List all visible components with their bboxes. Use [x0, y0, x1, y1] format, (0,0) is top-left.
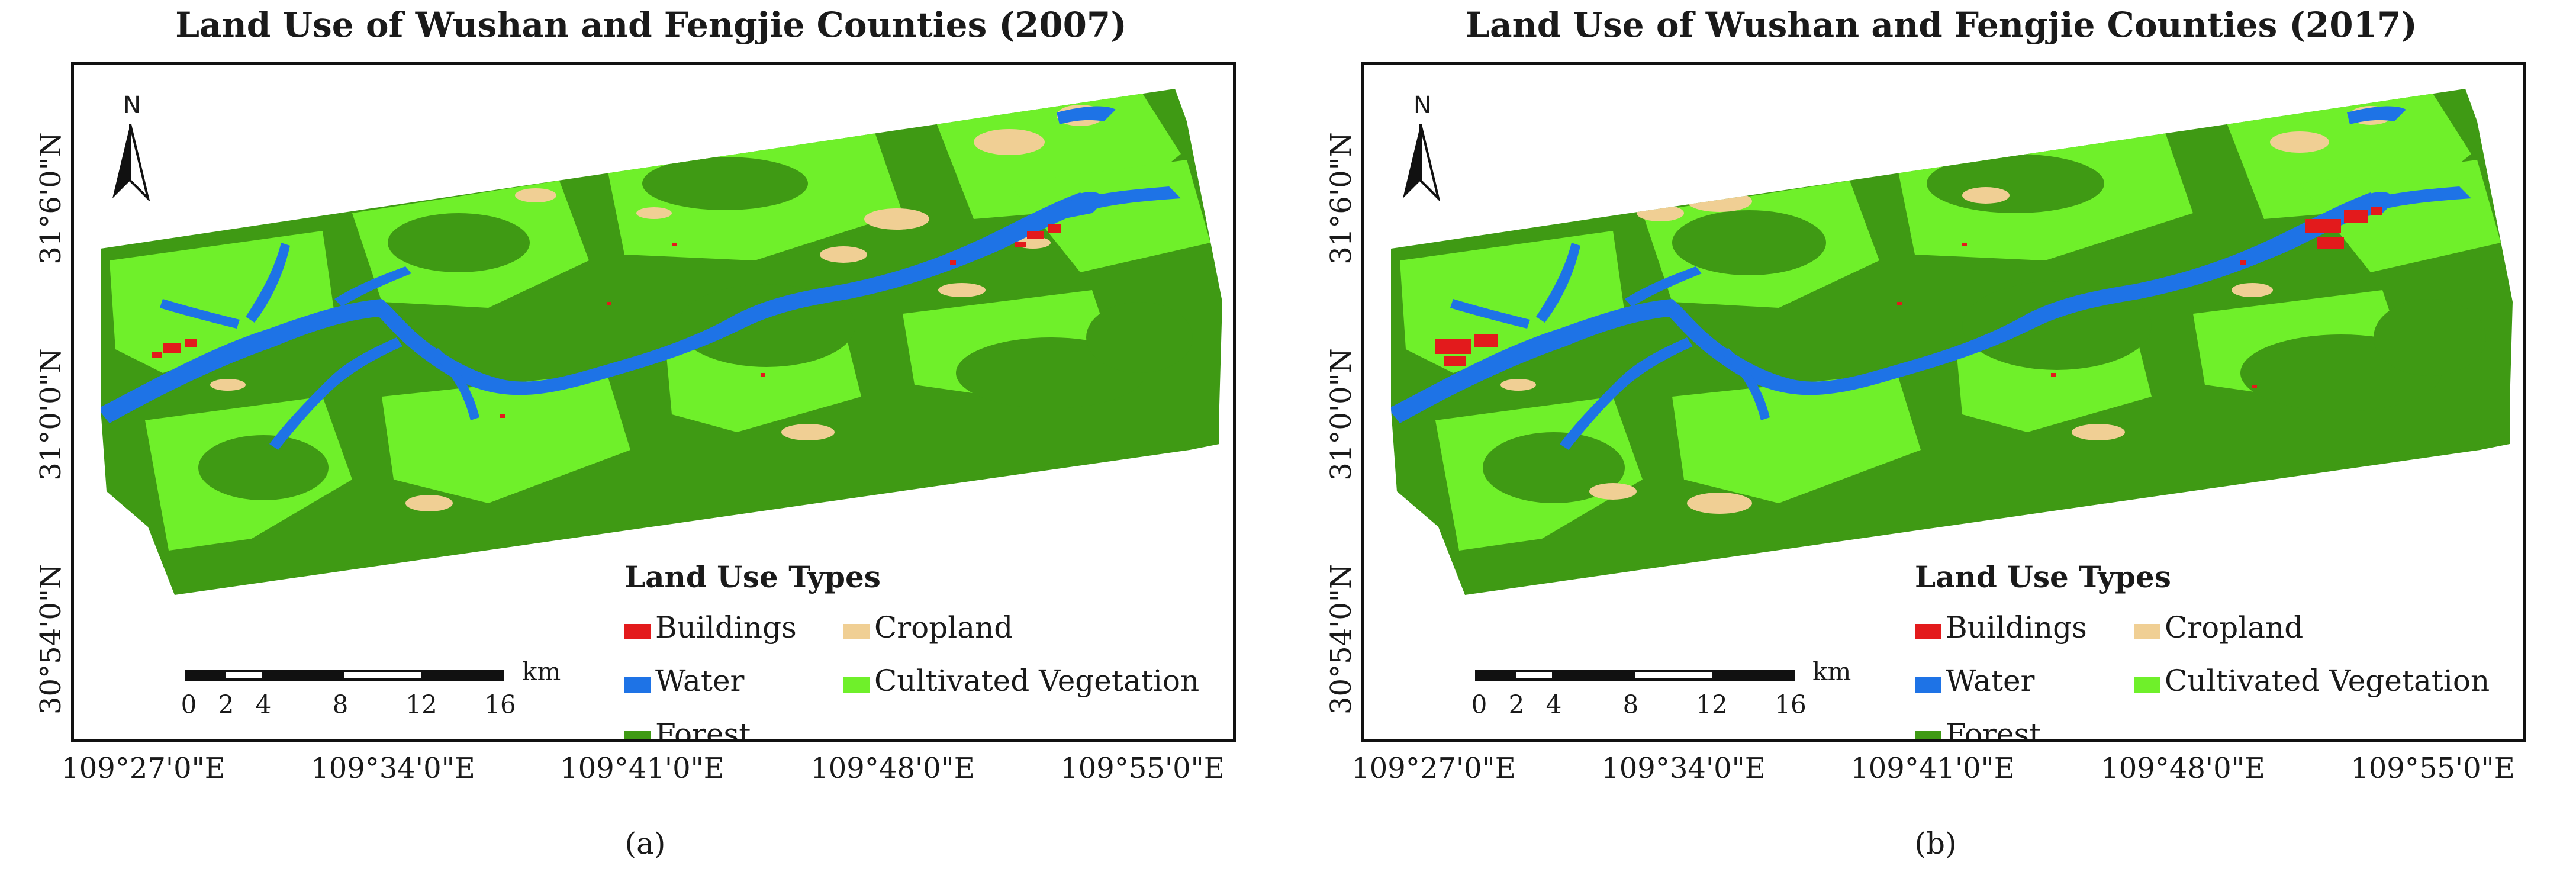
legend-label: Buildings [655, 610, 797, 645]
forest-swatch [1915, 731, 1941, 739]
legend-label: Water [1946, 664, 2035, 698]
cultivated-vegetation-swatch [2134, 677, 2160, 693]
land-use-map [101, 89, 1222, 595]
building-areas [1435, 207, 2382, 388]
legend-label: Water [655, 664, 745, 698]
buildings-swatch [624, 624, 651, 639]
scale-bar: km 0 2 4 8 12 16 [181, 657, 561, 719]
legend-label: Cultivated Vegetation [2165, 664, 2490, 698]
north-label: N [1413, 92, 1431, 119]
legend-label: Cropland [2165, 610, 2304, 645]
legend-label: Forest [1946, 717, 2042, 742]
scale-bar: km 0 2 4 8 12 16 [1471, 657, 1852, 719]
legend-label: Cultivated Vegetation [874, 664, 1200, 698]
map-frame: N km 0 2 4 8 12 16 [1361, 62, 2526, 742]
legend: Land Use Types Buildings Cropland Water … [1915, 559, 2519, 739]
legend-label: Forest [655, 717, 751, 742]
forest-swatch [624, 731, 651, 739]
legend-title: Land Use Types [624, 559, 881, 594]
panel-b: Land Use of Wushan and Fengjie Counties … [1290, 0, 2576, 872]
water-bodies [101, 106, 1181, 450]
north-label: N [123, 92, 141, 119]
scale-unit: km [522, 657, 561, 686]
scale-bar-graphic [1475, 670, 1795, 681]
legend-title: Land Use Types [1915, 559, 2171, 594]
map-title: Land Use of Wushan and Fengjie Counties … [175, 5, 1127, 45]
map-frame: N km 0 2 4 8 12 16 [71, 62, 1236, 742]
legend: Land Use Types Buildings Cropland Water … [624, 559, 1228, 739]
north-arrow-icon [1403, 124, 1441, 201]
north-arrow: N [1397, 92, 1450, 204]
forest-core-areas [1483, 154, 2486, 503]
panel-a: Land Use of Wushan and Fengjie Counties … [34, 5, 1236, 861]
north-arrow: N [107, 92, 160, 204]
land-use-map [1391, 89, 2513, 595]
cultivated-vegetation-swatch [843, 677, 870, 693]
north-arrow-icon [112, 124, 150, 201]
legend-label: Cropland [874, 610, 1013, 645]
water-swatch [624, 677, 651, 693]
map-title: Land Use of Wushan and Fengjie Counties … [1466, 5, 2417, 45]
building-areas [152, 224, 1061, 418]
scale-bar-graphic [185, 670, 504, 681]
legend-label: Buildings [1946, 610, 2087, 645]
water-swatch [1915, 677, 1941, 693]
cropland-swatch [2134, 624, 2160, 639]
cropland-swatch [843, 624, 870, 639]
buildings-swatch [1915, 624, 1941, 639]
scale-unit: km [1812, 657, 1852, 686]
